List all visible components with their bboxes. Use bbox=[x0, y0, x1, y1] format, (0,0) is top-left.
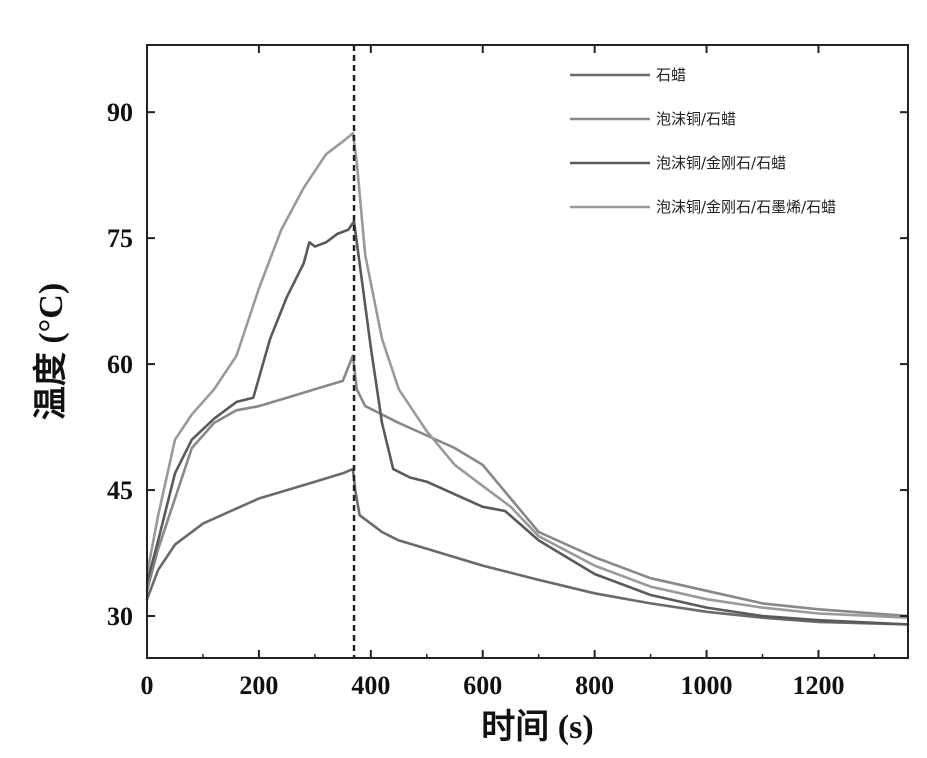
x-tick-label: 200 bbox=[239, 671, 278, 700]
y-tick-label: 45 bbox=[107, 476, 133, 505]
x-tick-label: 1000 bbox=[681, 671, 733, 700]
legend-label-3: 泡沫铜/金刚石/石蜡 bbox=[656, 154, 786, 172]
x-tick-label: 0 bbox=[141, 671, 154, 700]
series-line-2 bbox=[145, 354, 910, 618]
y-tick-label: 60 bbox=[107, 350, 133, 379]
series-line-3 bbox=[145, 220, 910, 626]
y-tick-label: 75 bbox=[107, 224, 133, 253]
x-tick-label: 800 bbox=[575, 671, 614, 700]
x-tick-label: 600 bbox=[463, 671, 502, 700]
legend-label-4: 泡沫铜/金刚石/石墨烯/石蜡 bbox=[656, 198, 836, 216]
tick-layer: 0 200 400 600 800 1000 1200 30 45 60 75 90 bbox=[107, 45, 908, 700]
y-tick-label: 90 bbox=[107, 98, 133, 127]
series-layer bbox=[145, 131, 910, 626]
legend-label-1: 石蜡 bbox=[656, 66, 686, 84]
x-tick-label: 1200 bbox=[792, 671, 844, 700]
x-tick-label: 400 bbox=[351, 671, 390, 700]
plot-frame bbox=[146, 44, 909, 659]
series-line-1 bbox=[145, 467, 910, 626]
legend-label-2: 泡沫铜/石蜡 bbox=[656, 110, 736, 128]
series-line-4 bbox=[145, 131, 910, 619]
x-axis-title: 时间 (s) bbox=[481, 708, 593, 746]
y-tick-label: 30 bbox=[107, 602, 133, 631]
y-axis-title: 温度 (°C) bbox=[32, 283, 70, 420]
